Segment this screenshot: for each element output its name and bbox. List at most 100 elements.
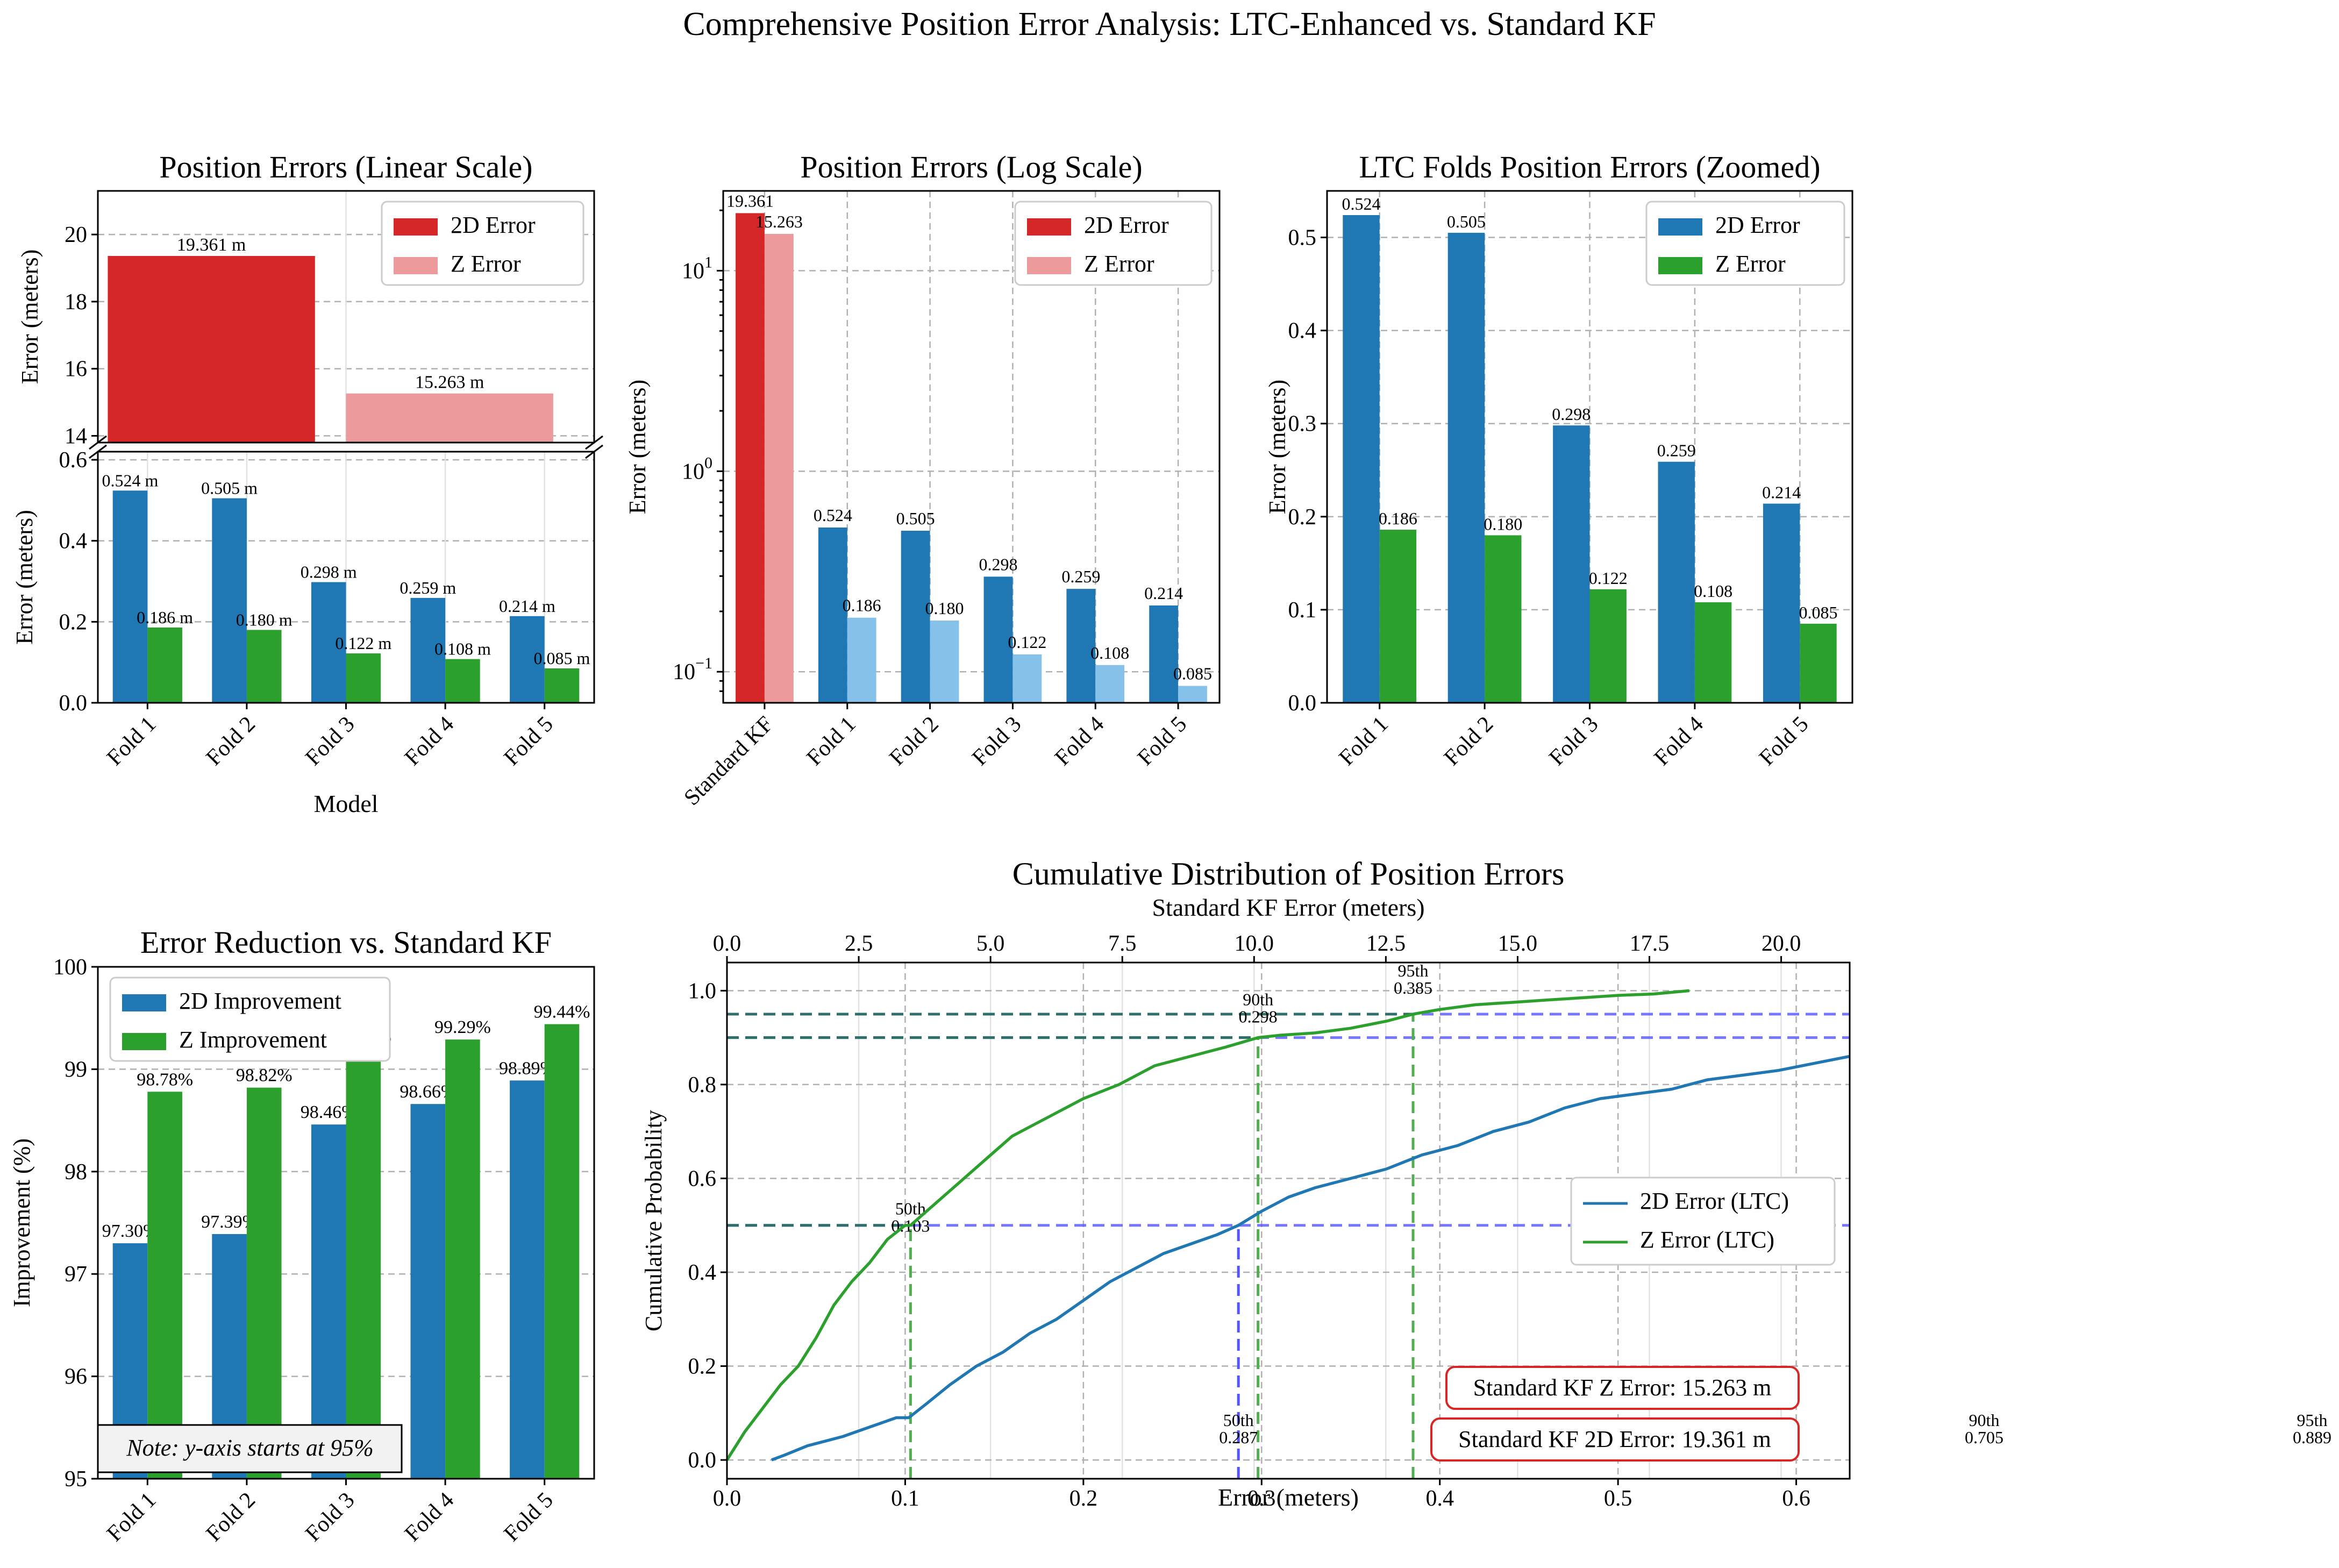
log-bar-label: 0.259 — [1061, 567, 1100, 586]
cdf-xtick-label: 0.2 — [1069, 1486, 1098, 1511]
linear-break-gap — [87, 445, 605, 450]
cdf-xtick-label: 0.4 — [1425, 1486, 1454, 1511]
zoomed-ytick-label: 0.1 — [1288, 598, 1317, 623]
log-xtick-label: Fold 4 — [1050, 712, 1109, 771]
reduction-ytick-label: 100 — [53, 955, 87, 980]
log-bar — [901, 530, 930, 703]
chart-linear: Position Errors (Linear Scale) 14 16 18 20 0.… — [11, 149, 605, 817]
log-ytick-label: 10−1 — [673, 654, 712, 685]
reduction-xtick-label: Fold 3 — [301, 1488, 359, 1546]
log-bar-label: 0.108 — [1090, 643, 1129, 662]
zoomed-bar — [1658, 461, 1695, 703]
zoomed-bar-label: 0.298 — [1552, 404, 1591, 424]
chart-title: Cumulative Distribution of Position Erro… — [1012, 856, 1565, 892]
cdf-percentile-value-2d: 0.889 — [2293, 1428, 2331, 1447]
zoomed-bar-label: 0.505 — [1447, 212, 1486, 231]
annotation-box-z — [1445, 1366, 1800, 1410]
y-axis-label: Improvement (%) — [9, 1138, 35, 1307]
chart-zoomed: LTC Folds Position Errors (Zoomed) 0.0 0.1… — [1264, 149, 1853, 771]
linear-fold-bar — [212, 498, 247, 703]
linear-xtick-label: Fold 4 — [400, 712, 459, 771]
linear-fold-bar-label: 0.259 m — [400, 578, 456, 597]
legend-swatch — [394, 218, 438, 236]
linear-kf-bar-label: 19.361 m — [177, 235, 246, 255]
legend-entry: 2D Error — [451, 212, 536, 238]
cdf-ytick-label: 0.4 — [688, 1260, 717, 1285]
legend-entry: 2D Error (LTC) — [1640, 1188, 1789, 1214]
reduction-ytick-label: 96 — [65, 1365, 87, 1389]
linear-bottom-ytick-label: 0.6 — [59, 448, 88, 473]
annotation-kf-z: Standard KF Z Error: 15.263 m — [1473, 1374, 1772, 1401]
legend-box — [109, 977, 391, 1062]
cdf-top-xtick-label: 0.0 — [713, 931, 741, 956]
cdf-percentile-label-z: 90th — [1243, 990, 1273, 1009]
axis-break-mark — [89, 444, 107, 459]
cdf-xtick-label: 0.3 — [1247, 1486, 1276, 1511]
log-bar-label: 0.298 — [979, 554, 1017, 574]
reduction-bar — [147, 1092, 182, 1479]
linear-fold-bar — [246, 630, 282, 703]
log-bar — [764, 233, 794, 703]
cdf-top-xtick-label: 5.0 — [976, 931, 1005, 956]
reduction-bar-label: 98.82% — [236, 1066, 293, 1086]
log-bar-label: 0.180 — [925, 598, 964, 618]
reduction-xtick-label: Fold 1 — [102, 1488, 161, 1546]
chart-title: Position Errors (Linear Scale) — [159, 149, 532, 184]
reduction-bar-label: 98.78% — [137, 1070, 193, 1089]
legend-swatch — [1027, 218, 1071, 236]
log-frame — [722, 190, 1221, 704]
cdf-top-xtick-label: 2.5 — [845, 931, 873, 956]
cdf-line-z — [725, 989, 1689, 1461]
x-axis-label: Model — [313, 790, 378, 817]
cdf-ytick-label: 1.0 — [688, 979, 717, 1003]
cdf-top-xtick-label: 15.0 — [1498, 931, 1538, 956]
linear-fold-bar — [410, 597, 446, 703]
note-box — [97, 1424, 403, 1473]
linear-xtick-label: Fold 2 — [202, 712, 260, 771]
zoomed-bar — [1379, 530, 1417, 703]
linear-kf-bar — [108, 255, 315, 443]
zoomed-bar — [1589, 589, 1627, 703]
chart-title: Position Errors (Log Scale) — [800, 149, 1142, 184]
reduction-bar-label: 99.44% — [534, 1002, 590, 1022]
linear-bottom-ytick-label: 0.4 — [59, 529, 88, 554]
linear-fold-bar — [510, 616, 545, 703]
linear-fold-bar-label: 0.524 m — [102, 471, 159, 490]
log-bar — [1012, 654, 1042, 703]
zoomed-xtick-label: Fold 2 — [1439, 712, 1498, 771]
log-ytick-label-exp: 1 — [704, 253, 712, 271]
legend-swatch — [394, 257, 438, 274]
zoomed-bar — [1553, 425, 1590, 703]
reduction-bar-label: 99.29% — [434, 1017, 491, 1037]
zoomed-bar — [1800, 623, 1837, 703]
cdf-xtick-label: 0.1 — [891, 1486, 919, 1511]
legend-entry: Z Error (LTC) — [1640, 1227, 1774, 1253]
zoomed-bar — [1343, 215, 1380, 703]
zoomed-xtick-label: Fold 5 — [1755, 712, 1813, 771]
reduction-xtick-label: Fold 4 — [400, 1488, 459, 1546]
legend-swatch — [122, 994, 166, 1011]
legend-entry: 2D Error — [1084, 212, 1169, 238]
y-axis-label: Error (meters) — [624, 380, 651, 514]
annotation-kf-2d: Standard KF 2D Error: 19.361 m — [1458, 1426, 1771, 1452]
cdf-percentile-label-z: 95th — [1398, 961, 1429, 980]
linear-fold-bar-label: 0.186 m — [137, 608, 193, 627]
chart-title: Error Reduction vs. Standard KF — [140, 925, 552, 960]
linear-fold-bar-label: 0.180 m — [236, 610, 293, 629]
log-bar-label: 19.361 — [726, 191, 774, 210]
zoomed-ytick-label: 0.3 — [1288, 412, 1317, 437]
log-xtick-label: Fold 5 — [1133, 712, 1192, 771]
chart-log: Position Errors (Log Scale)10−110010119.… — [624, 149, 1221, 810]
linear-xtick-label: Fold 5 — [500, 712, 558, 771]
cdf-ytick-label: 0.8 — [688, 1073, 717, 1097]
cdf-ytick-label: 0.0 — [688, 1448, 717, 1473]
linear-kf-bar — [346, 393, 553, 443]
legend-entry: Z Error — [1715, 251, 1786, 277]
zoomed-bar-label: 0.085 — [1799, 603, 1837, 622]
linear-top-ytick-label: 14 — [65, 424, 87, 449]
zoomed-bar-label: 0.122 — [1589, 568, 1628, 588]
linear-top-ytick-label: 16 — [65, 357, 87, 382]
zoomed-ytick-label: 0.5 — [1288, 226, 1317, 251]
log-ytick-label-exp: 0 — [704, 454, 712, 472]
